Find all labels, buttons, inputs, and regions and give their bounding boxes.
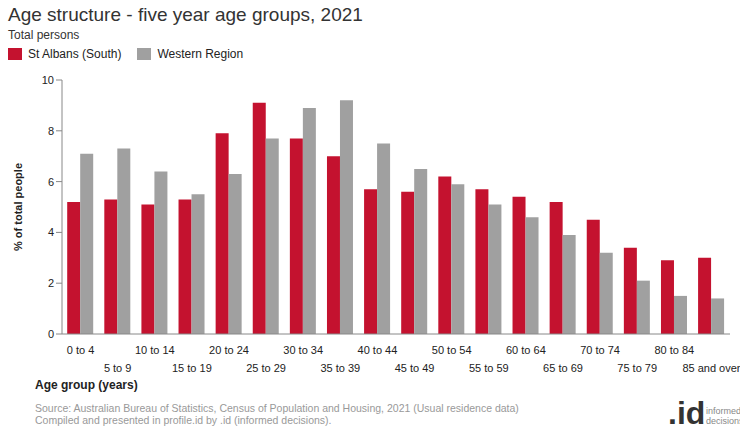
svg-text:80 to 84: 80 to 84 bbox=[654, 344, 694, 356]
svg-text:0: 0 bbox=[48, 328, 54, 340]
svg-text:6: 6 bbox=[48, 176, 54, 188]
svg-text:65 to 69: 65 to 69 bbox=[543, 362, 583, 374]
svg-text:8: 8 bbox=[48, 125, 54, 137]
svg-text:5 to 9: 5 to 9 bbox=[104, 362, 132, 374]
svg-text:35 to 39: 35 to 39 bbox=[320, 362, 360, 374]
html-text:Compiled and presented in prof: Compiled and presented in profile.id by … bbox=[35, 414, 332, 426]
svg-text:4: 4 bbox=[48, 226, 54, 238]
html-text:Age group (years): Age group (years) bbox=[35, 378, 138, 392]
html-text:Total persons: Total persons bbox=[8, 28, 80, 42]
svg-text:2: 2 bbox=[48, 277, 54, 289]
html-text:.id: .id bbox=[668, 395, 706, 431]
html-text:Source: Australian Bureau of S: Source: Australian Bureau of Statistics,… bbox=[35, 402, 519, 414]
svg-text:55 to 59: 55 to 59 bbox=[469, 362, 509, 374]
svg-text:60 to 64: 60 to 64 bbox=[506, 344, 546, 356]
svg-text:20 to 24: 20 to 24 bbox=[209, 344, 249, 356]
svg-text:70 to 74: 70 to 74 bbox=[580, 344, 620, 356]
svg-text:30 to 34: 30 to 34 bbox=[283, 344, 323, 356]
html-text:St Albans (South): St Albans (South) bbox=[28, 47, 122, 61]
html-text:Age structure - five year age: Age structure - five year age groups, 20… bbox=[8, 4, 363, 25]
svg-text:40 to 44: 40 to 44 bbox=[358, 344, 398, 356]
svg-text:25 to 29: 25 to 29 bbox=[246, 362, 286, 374]
svg-text:85 and over: 85 and over bbox=[682, 362, 732, 374]
svg-text:45 to 49: 45 to 49 bbox=[395, 362, 435, 374]
html-text:Western Region: Western Region bbox=[157, 47, 244, 61]
svg-text:% of total people: % of total people bbox=[12, 163, 24, 251]
svg-text:10: 10 bbox=[42, 74, 54, 86]
svg-text:50 to 54: 50 to 54 bbox=[432, 344, 472, 356]
svg-text:75 to 79: 75 to 79 bbox=[617, 362, 657, 374]
svg-text:15 to 19: 15 to 19 bbox=[172, 362, 212, 374]
svg-text:10 to 14: 10 to 14 bbox=[135, 344, 175, 356]
svg-text:0 to 4: 0 to 4 bbox=[67, 344, 95, 356]
